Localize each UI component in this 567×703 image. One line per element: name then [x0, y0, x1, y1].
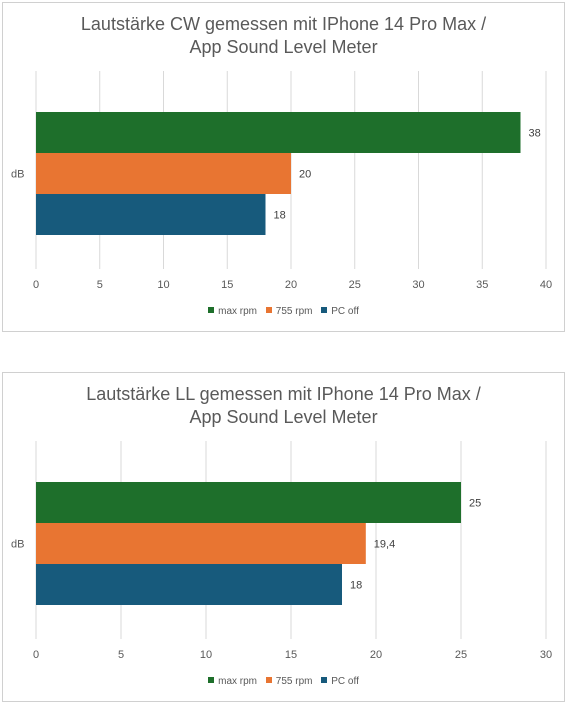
plot-area: 0 5 10 15 20 25 30 dB 25 19,4 18	[11, 441, 552, 661]
legend-label: 755 rpm	[275, 676, 313, 687]
legend: max rpm 755 rpm PC off	[3, 306, 564, 317]
legend-swatch	[321, 307, 328, 314]
x-tick-label: 10	[200, 649, 212, 661]
x-tick-label: 30	[540, 649, 552, 661]
x-tick-label: 5	[97, 279, 103, 291]
data-label: 18	[274, 210, 286, 222]
chart-title-line-1: Lautstärke LL gemessen mit IPhone 14 Pro…	[86, 384, 481, 404]
data-label: 18	[350, 580, 362, 592]
x-tick-label: 20	[285, 279, 297, 291]
legend-label: PC off	[331, 676, 359, 687]
chart-title-line-2: App Sound Level Meter	[189, 407, 378, 427]
legend-label: max rpm	[218, 676, 258, 687]
legend-swatch	[265, 677, 272, 684]
x-tick-label: 20	[370, 649, 382, 661]
legend-swatch	[208, 677, 215, 684]
chart-title-line-1: Lautstärke CW gemessen mit IPhone 14 Pro…	[80, 14, 487, 34]
data-label: 20	[299, 169, 311, 181]
bar	[36, 153, 291, 194]
bar	[36, 194, 266, 235]
category-label: dB	[11, 539, 24, 551]
bar	[36, 482, 461, 523]
legend-label: 755 rpm	[275, 306, 313, 317]
x-tick-label: 15	[221, 279, 233, 291]
category-label: dB	[11, 169, 24, 181]
plot-area: 0 5 10 15 20 25 30 35 40 dB 38 20 18	[11, 71, 552, 291]
x-tick-label: 40	[540, 279, 552, 291]
x-tick-label: 30	[412, 279, 424, 291]
bar	[36, 112, 521, 153]
legend-label: max rpm	[218, 306, 258, 317]
legend-item: 755 rpm	[265, 676, 313, 687]
x-tick-label: 10	[157, 279, 169, 291]
legend-item: max rpm	[208, 306, 257, 317]
legend-swatch	[321, 677, 328, 684]
chart-title-line-2: App Sound Level Meter	[189, 37, 378, 57]
chart-ll: Lautstärke LL gemessen mit IPhone 14 Pro…	[2, 372, 565, 702]
legend: max rpm 755 rpm PC off	[3, 676, 564, 687]
legend-item: PC off	[321, 306, 359, 317]
x-tick-label: 0	[33, 279, 39, 291]
chart-cw: Lautstärke CW gemessen mit IPhone 14 Pro…	[2, 2, 565, 332]
legend-swatch	[208, 307, 215, 314]
bar	[36, 523, 366, 564]
x-tick-label: 25	[349, 279, 361, 291]
x-tick-label: 0	[33, 649, 39, 661]
chart-title: Lautstärke CW gemessen mit IPhone 14 Pro…	[3, 13, 564, 59]
legend-swatch	[265, 307, 272, 314]
x-tick-label: 5	[118, 649, 124, 661]
data-label: 38	[529, 128, 541, 140]
data-label: 19,4	[374, 539, 395, 551]
bar	[36, 564, 342, 605]
x-tick-label: 25	[455, 649, 467, 661]
x-tick-label: 35	[476, 279, 488, 291]
legend-item: max rpm	[208, 676, 257, 687]
x-tick-label: 15	[285, 649, 297, 661]
legend-label: PC off	[331, 306, 359, 317]
data-label: 25	[469, 498, 481, 510]
legend-item: PC off	[321, 676, 359, 687]
chart-title: Lautstärke LL gemessen mit IPhone 14 Pro…	[3, 383, 564, 429]
legend-item: 755 rpm	[265, 306, 313, 317]
